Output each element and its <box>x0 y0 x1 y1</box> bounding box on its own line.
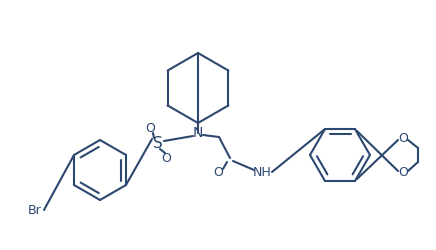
Text: O: O <box>145 122 155 134</box>
Text: N: N <box>193 126 203 140</box>
Text: O: O <box>398 166 408 179</box>
Text: O: O <box>398 132 408 144</box>
Text: O: O <box>161 152 171 164</box>
Text: NH: NH <box>252 166 271 178</box>
Text: O: O <box>213 166 223 178</box>
Text: S: S <box>153 136 163 150</box>
Text: Br: Br <box>28 204 42 216</box>
